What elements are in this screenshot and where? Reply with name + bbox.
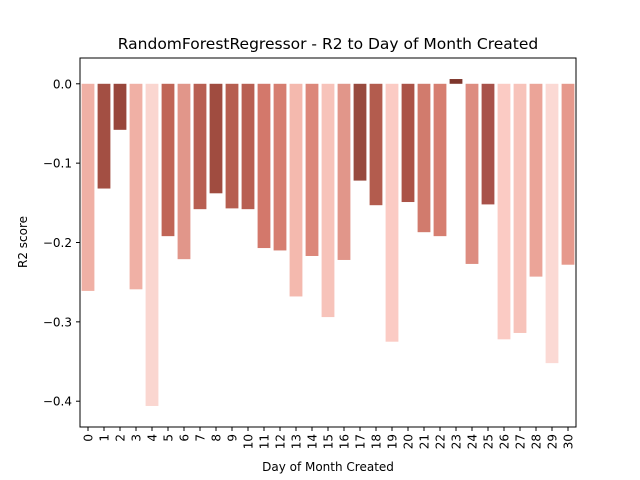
bar-day-12 xyxy=(273,83,287,251)
x-tick-label: 6 xyxy=(178,434,192,442)
y-tick-label: −0.1 xyxy=(43,157,72,171)
x-tick-label: 0 xyxy=(82,434,96,442)
bar-day-4 xyxy=(145,83,159,406)
bar-day-16 xyxy=(337,83,351,260)
bar-day-6 xyxy=(177,83,191,260)
bar-day-14 xyxy=(305,83,319,256)
bar-day-1 xyxy=(97,83,111,189)
bar-day-26 xyxy=(497,83,511,340)
bar-day-10 xyxy=(241,83,255,210)
plot-frame xyxy=(79,57,577,428)
x-tick-label: 30 xyxy=(562,434,576,449)
bar-day-30 xyxy=(561,83,575,265)
bar-day-15 xyxy=(321,83,335,318)
chart-title: RandomForestRegressor - R2 to Day of Mon… xyxy=(118,35,539,53)
bar-day-13 xyxy=(289,83,303,297)
y-tick-label: −0.4 xyxy=(43,395,72,409)
y-tick-label: −0.2 xyxy=(43,236,72,250)
bar-day-11 xyxy=(257,83,271,249)
bar-day-23 xyxy=(449,79,463,84)
x-tick-label: 17 xyxy=(354,434,368,449)
x-tick-label: 4 xyxy=(146,434,160,442)
x-tick-label: 10 xyxy=(242,434,256,449)
x-tick-label: 13 xyxy=(290,434,304,449)
x-tick-label: 14 xyxy=(306,434,320,449)
x-tick-label: 11 xyxy=(258,434,272,449)
bar-day-28 xyxy=(529,83,543,277)
x-tick-label: 12 xyxy=(274,434,288,449)
bar-day-25 xyxy=(481,83,495,205)
bar-day-24 xyxy=(465,83,479,264)
bar-day-20 xyxy=(401,83,415,203)
bar-day-22 xyxy=(433,83,447,237)
y-axis: 0.0 −0.1 −0.2 −0.3 −0.4 xyxy=(43,77,80,409)
bar-day-8 xyxy=(209,83,223,194)
bar-day-19 xyxy=(385,83,399,342)
x-tick-label: 25 xyxy=(482,434,496,449)
bars-group xyxy=(81,79,575,406)
x-tick-label: 29 xyxy=(546,434,560,449)
x-tick-label: 19 xyxy=(386,434,400,449)
x-tick-label: 27 xyxy=(514,434,528,449)
y-axis-label: R2 score xyxy=(16,216,30,268)
x-tick-label: 22 xyxy=(434,434,448,449)
x-tick-label: 28 xyxy=(530,434,544,449)
x-tick-label: 26 xyxy=(498,434,512,449)
x-tick-label: 24 xyxy=(466,434,480,449)
x-tick-label: 2 xyxy=(114,434,128,442)
bar-day-0 xyxy=(81,83,95,291)
x-axis: 0 1 2 3 4 5 6 7 8 9 10 11 12 13 14 15 16 17 18 19 20 21 22 23 24… xyxy=(82,427,576,449)
bar-day-9 xyxy=(225,83,239,209)
x-tick-label: 9 xyxy=(226,434,240,442)
bar-day-27 xyxy=(513,83,527,333)
x-tick-label: 1 xyxy=(98,434,112,442)
bar-day-29 xyxy=(545,83,559,364)
x-tick-label: 3 xyxy=(130,434,144,442)
bar-day-21 xyxy=(417,83,431,233)
x-tick-label: 16 xyxy=(338,434,352,449)
x-tick-label: 18 xyxy=(370,434,384,449)
x-tick-label: 15 xyxy=(322,434,336,449)
x-tick-label: 8 xyxy=(210,434,224,442)
bar-day-3 xyxy=(129,83,143,290)
x-tick-label: 23 xyxy=(450,434,464,449)
x-tick-label: 20 xyxy=(402,434,416,449)
x-axis-label: Day of Month Created xyxy=(262,460,394,474)
bar-day-5 xyxy=(161,83,175,237)
x-tick-label: 5 xyxy=(162,434,176,442)
bar-day-2 xyxy=(113,83,127,130)
bar-day-17 xyxy=(353,83,367,181)
bar-day-18 xyxy=(369,83,383,206)
y-tick-label: 0.0 xyxy=(53,77,72,91)
bar-day-7 xyxy=(193,83,207,210)
x-tick-label: 21 xyxy=(418,434,432,449)
y-tick-label: −0.3 xyxy=(43,315,72,329)
x-tick-label: 7 xyxy=(194,434,208,442)
